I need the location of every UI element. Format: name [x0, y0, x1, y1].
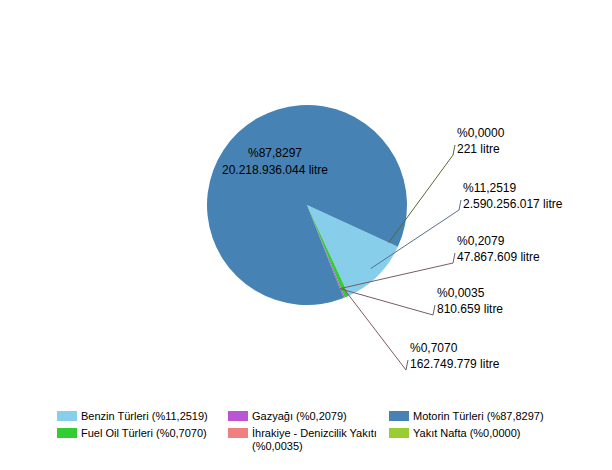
html-text:Benzin Türleri (%11,2519): Benzin Türleri (%11,2519) [81, 410, 208, 422]
svg-text:47.867.609 litre: 47.867.609 litre [457, 250, 540, 264]
svg-text:%0,0000: %0,0000 [457, 126, 505, 140]
html-text:Motorin Türleri (%87,8297): Motorin Türleri (%87,8297) [413, 410, 544, 422]
html-text:Yakıt Nafta (%0,0000): Yakıt Nafta (%0,0000) [413, 427, 521, 439]
svg-text:%0,7070: %0,7070 [410, 341, 458, 355]
svg-text:221 litre: 221 litre [457, 142, 500, 156]
svg-text:%11,2519: %11,2519 [463, 181, 516, 195]
html-text:İhrakiye - Denizcilik Yakıtı (: İhrakiye - Denizcilik Yakıtı (%0,0035) [252, 427, 377, 452]
svg-text:%0,2079: %0,2079 [457, 234, 505, 248]
html-text:Fuel Oil Türleri (%0,7070): Fuel Oil Türleri (%0,7070) [81, 427, 207, 439]
svg-text:162.749.779 litre: 162.749.779 litre [410, 357, 500, 371]
svg-text:%0,0035: %0,0035 [437, 286, 485, 300]
svg-text:%87,8297: %87,8297 [248, 146, 302, 160]
svg-text:2.590.256.017 litre: 2.590.256.017 litre [463, 197, 563, 211]
html-text:Gazyağı (%0,2079): Gazyağı (%0,2079) [252, 410, 347, 422]
svg-text:810.659 litre: 810.659 litre [437, 302, 503, 316]
svg-text:20.218.936.044 litre: 20.218.936.044 litre [222, 163, 328, 177]
